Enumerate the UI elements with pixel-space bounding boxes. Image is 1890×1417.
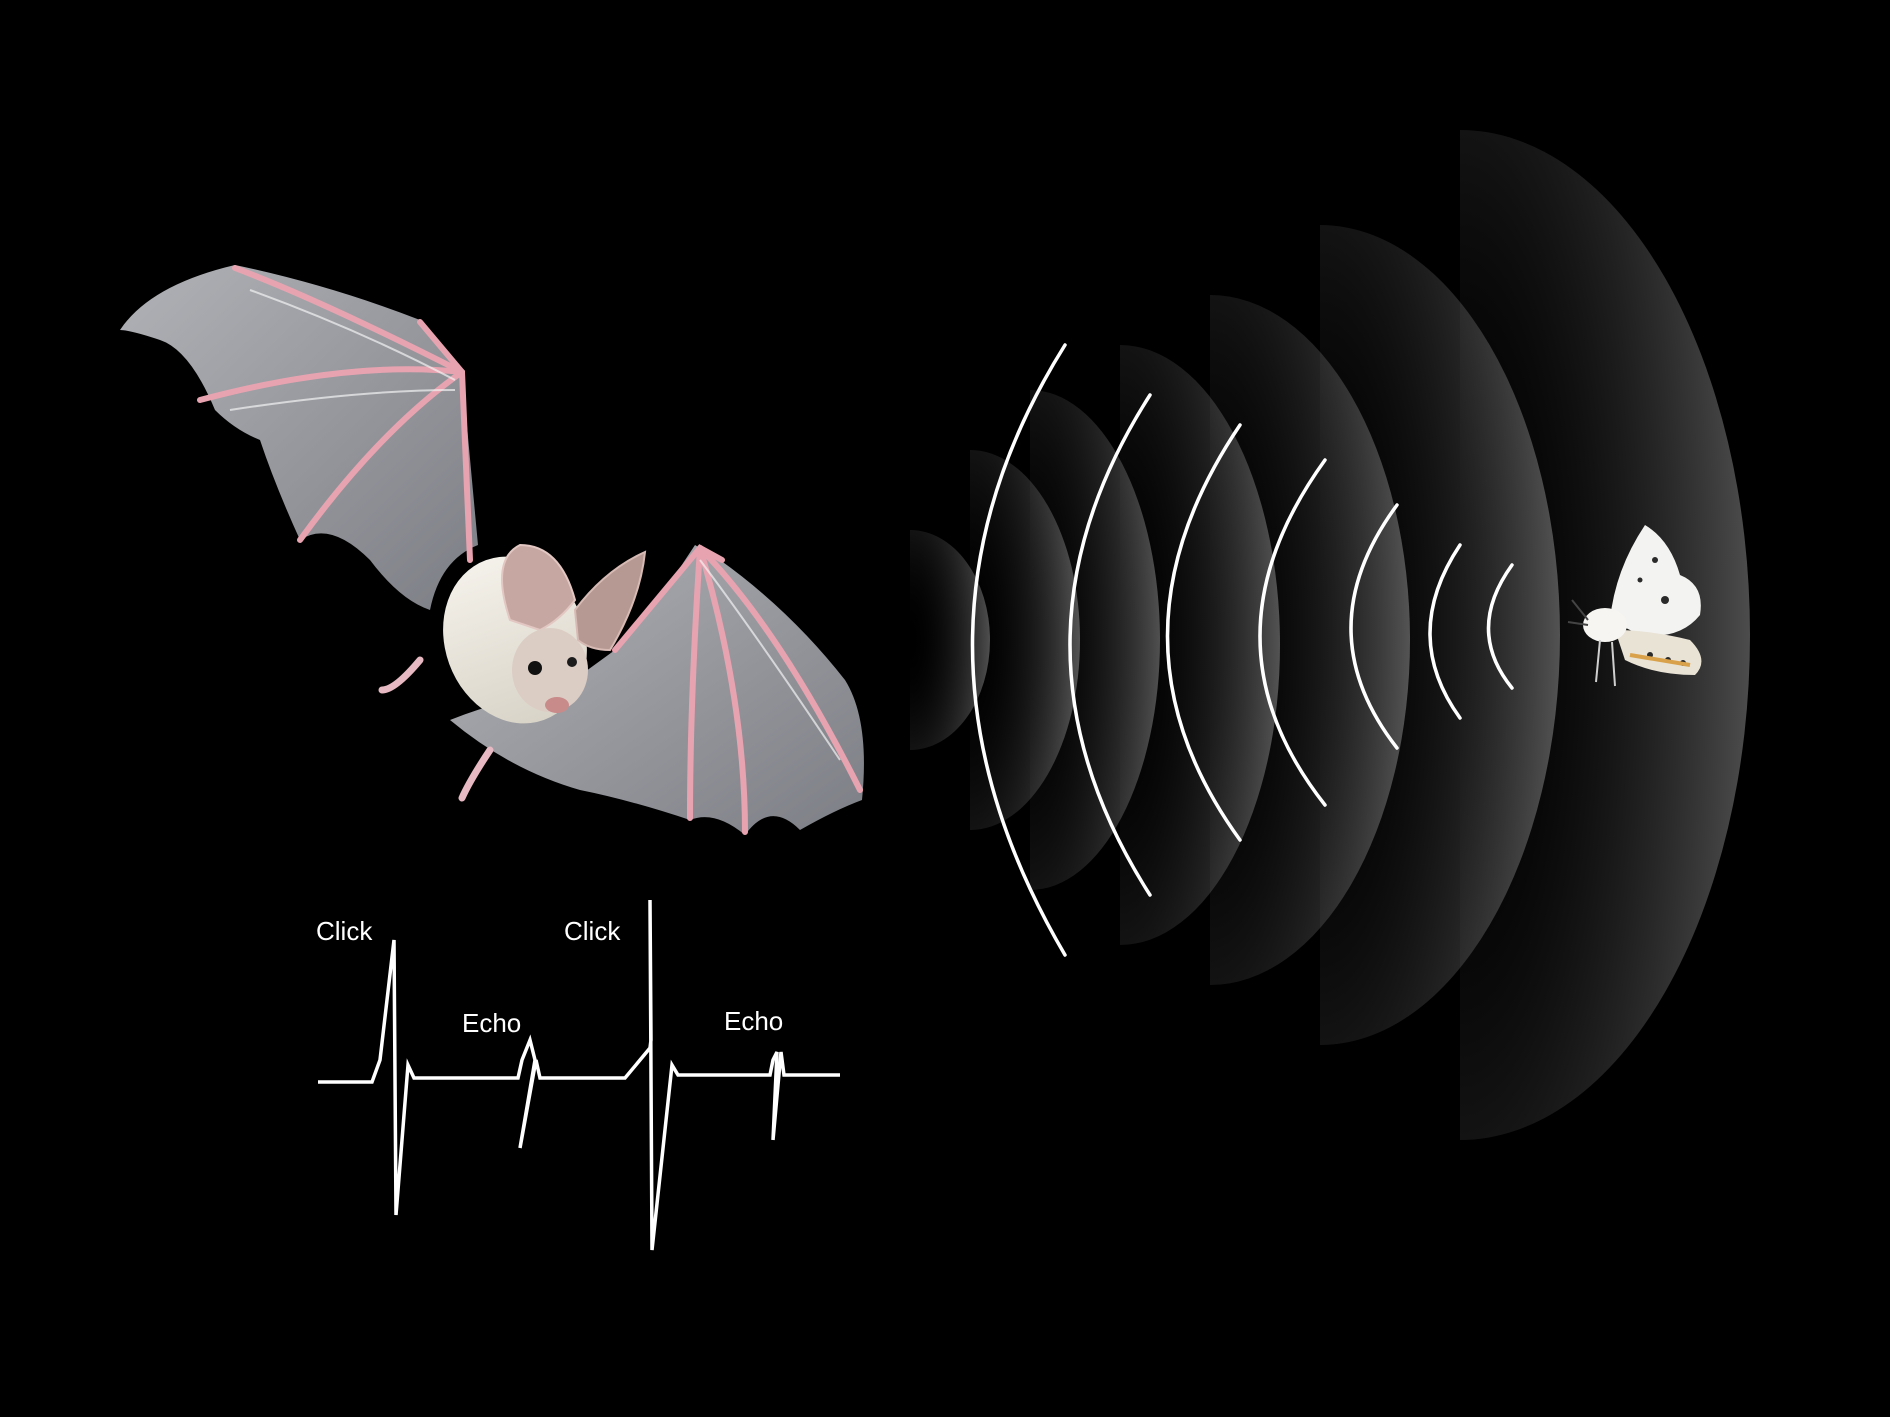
moth-upper-wing — [1610, 525, 1701, 636]
sound-wave-arc — [1165, 423, 1242, 842]
sound-wave-arc — [970, 343, 1067, 957]
bat-right-ear — [573, 550, 647, 652]
echo-label: Echo — [724, 1006, 783, 1036]
sound-band — [910, 530, 990, 750]
moth-antennae — [1567, 599, 1589, 626]
sound-band — [1210, 295, 1410, 985]
bat-wing-bones — [197, 265, 863, 835]
sound-band — [1120, 345, 1280, 945]
bat-wing-veins — [229, 289, 841, 761]
waveform-trace — [318, 899, 840, 1251]
bat-left-ear — [501, 543, 577, 632]
bat-feet — [378, 656, 494, 802]
sound-wave-arcs — [970, 343, 1514, 957]
waveform-labels: Click Echo Click Echo — [316, 916, 783, 1038]
bat-head — [512, 628, 588, 712]
moth-icon — [1567, 525, 1702, 687]
waveform-line — [318, 899, 840, 1251]
bat-left-wing — [120, 265, 478, 610]
moth-body — [1583, 608, 1627, 642]
sound-band — [1320, 225, 1560, 1045]
click-label: Click — [564, 916, 621, 946]
sound-wave-arc — [1349, 503, 1399, 750]
sound-wave-arc — [1486, 563, 1514, 690]
sound-wave-arc — [1068, 393, 1152, 897]
sound-wave-arc — [1258, 458, 1327, 807]
bat-eye — [567, 657, 577, 667]
bat-mouth — [545, 697, 569, 713]
bat-icon — [120, 265, 864, 835]
moth-abdomen-stripes — [1629, 653, 1691, 667]
echo-label: Echo — [462, 1008, 521, 1038]
bat-eye — [528, 661, 542, 675]
sound-band — [970, 450, 1080, 830]
sound-band — [1030, 390, 1160, 890]
sound-wave-arc — [1428, 543, 1462, 720]
moth-legs — [1595, 639, 1616, 687]
click-label: Click — [316, 916, 373, 946]
